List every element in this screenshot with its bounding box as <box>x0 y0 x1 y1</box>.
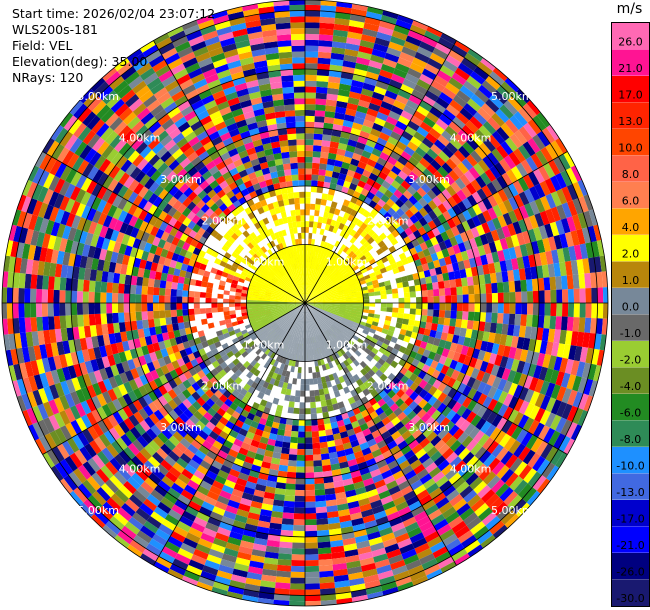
range-ring-label: 5.00km <box>77 90 119 103</box>
azimuth-spoke <box>304 302 457 566</box>
azimuth-spoke <box>153 40 306 304</box>
colorbar-tick-label: -26.0 <box>616 566 644 579</box>
colorbar-segment <box>612 526 649 554</box>
ppi-plot: 1.00km 1.00km 1.00km 1.00km 2.00km 2.00km 2.00… <box>1 0 609 607</box>
colorbar-segment <box>612 235 649 262</box>
colorbar-segment <box>612 261 649 289</box>
range-ring-label: 3.00km <box>408 173 450 186</box>
range-ring-label: 1.00km <box>326 338 368 351</box>
range-ring-label: 3.00km <box>160 421 202 434</box>
colorbar-segment <box>612 208 649 236</box>
colorbar-tick-label: 13.0 <box>618 115 643 128</box>
colorbar-segment <box>612 182 649 209</box>
colorbar-tick-label: 8.0 <box>622 168 640 181</box>
colorbar: m/s 26.0 21.0 17.0 13.0 10.0 8.0 6.0 4.0 2.0 1.0 0… <box>611 0 650 610</box>
colorbar-tick-label: -1.0 <box>620 327 641 340</box>
colorbar-segment <box>612 49 649 77</box>
colorbar-segment <box>612 473 649 501</box>
azimuth-spoke <box>304 40 457 304</box>
colorbar-tick-label: 21.0 <box>618 62 643 75</box>
colorbar-segment <box>612 102 649 130</box>
colorbar-segment <box>612 341 649 368</box>
colorbar-segment <box>612 76 649 103</box>
radial-velocity-gates <box>2 0 608 606</box>
range-ring-label: 1.00km <box>243 338 285 351</box>
range-ring-label: 1.00km <box>243 256 285 269</box>
colorbar-segment <box>612 553 649 580</box>
colorbar-segment <box>612 500 649 527</box>
colorbar-segment <box>612 23 649 50</box>
range-ring-label: 4.00km <box>119 463 161 476</box>
colorbar-tick-label: 2.0 <box>622 248 640 261</box>
colorbar-unit: m/s <box>616 1 643 17</box>
colorbar-tick-label: 17.0 <box>618 89 643 102</box>
colorbar-tick-label: 0.0 <box>622 301 640 314</box>
colorbar-tick-label: 4.0 <box>622 221 640 234</box>
colorbar-tick-label: -21.0 <box>616 539 644 552</box>
colorbar-segment <box>612 367 649 395</box>
nrays-label: NRays: 120 <box>12 70 84 85</box>
colorbar-tick-label: -30.0 <box>616 592 644 605</box>
colorbar-tick-label: 6.0 <box>622 195 640 208</box>
range-ring-label: 5.00km <box>77 504 119 517</box>
colorbar-segment <box>612 447 649 474</box>
range-ring-labels: 1.00km 1.00km 1.00km 1.00km 2.00km 2.00km 2.00… <box>77 90 532 517</box>
range-ring-label: 3.00km <box>160 173 202 186</box>
site-label: WLS200s-181 <box>12 22 98 37</box>
azimuth-spoke <box>153 302 306 566</box>
colorbar-segment <box>612 129 649 156</box>
range-ring-label: 2.00km <box>367 380 409 393</box>
range-ring-label: 4.00km <box>450 132 492 145</box>
range-ring-label: 5.00km <box>491 504 533 517</box>
azimuth-spoke <box>304 151 568 304</box>
colorbar-segment <box>612 579 649 606</box>
range-ring-label: 5.00km <box>491 90 533 103</box>
colorbar-segment <box>612 420 649 448</box>
elevation-label: Elevation(deg): 35.00 <box>12 54 148 69</box>
range-ring-label: 2.00km <box>202 214 244 227</box>
range-ring-label: 2.00km <box>202 380 244 393</box>
field-label: Field: VEL <box>12 38 73 53</box>
azimuth-spoke <box>304 302 568 455</box>
start-time-label: Start time: 2026/02/04 23:07:12 <box>12 6 216 21</box>
colorbar-scale: 26.0 21.0 17.0 13.0 10.0 8.0 6.0 4.0 2.0 1.0 0.0 -1… <box>611 22 650 607</box>
range-ring-label: 2.00km <box>367 214 409 227</box>
colorbar-segment <box>612 394 649 421</box>
colorbar-tick-label: -8.0 <box>620 433 641 446</box>
colorbar-tick-label: -2.0 <box>620 354 641 367</box>
range-ring-label: 4.00km <box>450 463 492 476</box>
colorbar-tick-label: 10.0 <box>618 142 643 155</box>
colorbar-tick-label: -6.0 <box>620 407 641 420</box>
azimuth-spoke <box>42 302 306 455</box>
colorbar-tick-label: -4.0 <box>620 380 641 393</box>
colorbar-tick-label: -10.0 <box>616 460 644 473</box>
azimuth-spoke <box>42 151 306 304</box>
colorbar-segment <box>612 155 649 183</box>
colorbar-segment <box>612 288 649 315</box>
range-ring-label: 4.00km <box>119 132 161 145</box>
colorbar-tick-label: 1.0 <box>622 274 640 287</box>
range-ring-label: 1.00km <box>326 256 368 269</box>
range-ring-label: 3.00km <box>408 421 450 434</box>
colorbar-tick-label: -17.0 <box>616 513 644 526</box>
colorbar-tick-label: -13.0 <box>616 486 644 499</box>
colorbar-tick-label: 26.0 <box>618 36 643 49</box>
colorbar-segment <box>612 314 649 342</box>
range-rings <box>1 0 609 607</box>
info-panel: Start time: 2026/02/04 23:07:12 WLS200s-… <box>12 6 215 86</box>
